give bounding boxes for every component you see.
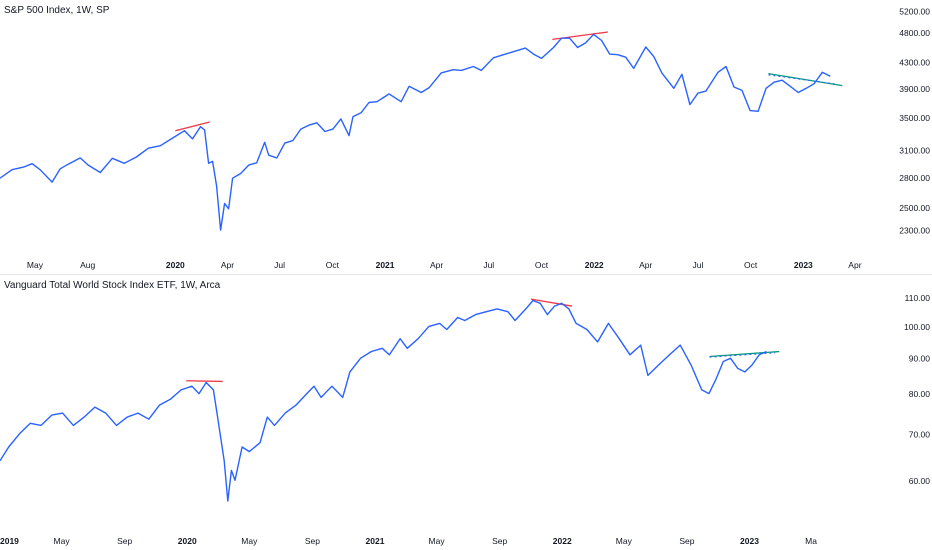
sp500-x-tick-label: Oct [535,260,549,270]
vt-x-tick-label: 2022 [553,536,572,546]
sp500-x-tick-label: Apr [848,260,861,270]
vt-chart-panel: 110.00 100.00 90.00 80.00 70.00 60.00 2019 May S… [0,275,932,550]
vt-x-tick-label: Sep [117,536,132,546]
vt-x-tick-label: May [616,536,633,546]
sp500-x-tick-label: Oct [326,260,340,270]
vt-x-tick-label: Ma [805,536,817,546]
vt-y-tick-label: 70.00 [909,429,931,439]
sp500-x-tick-label: Jul [692,260,703,270]
vt-trendline[interactable] [530,298,573,307]
sp500-trendline[interactable] [175,121,210,132]
sp500-chart-panel: 5200.00 4800.00 4300.00 3900.00 3500.00 3100.… [0,5,930,270]
vt-x-tick-label: Sep [679,536,694,546]
sp500-y-tick-label: 4800.00 [899,28,930,38]
vt-x-tick-label: 2021 [366,536,385,546]
vt-trendline[interactable] [709,352,776,358]
vt-y-tick-label: 80.00 [909,389,931,399]
sp500-y-tick-label: 3500.00 [899,113,930,123]
sp500-x-tick-label: 2022 [585,260,604,270]
sp500-x-tick-label: Oct [744,260,758,270]
sp500-x-tick-label: 2023 [794,260,813,270]
vt-x-tick-label: Sep [492,536,507,546]
vt-trendline[interactable] [709,350,780,358]
sp500-x-tick-label: Jul [483,260,494,270]
sp500-y-tick-label: 2500.00 [899,203,930,213]
vt-x-tick-label: May [429,536,446,546]
sp500-x-tick-label: Apr [639,260,652,270]
vt-x-tick-label: Sep [305,536,320,546]
sp500-y-tick-label: 2300.00 [899,226,930,236]
panel-divider [0,274,932,275]
sp500-x-tick-label: 2021 [376,260,395,270]
vt-chart: 110.00 100.00 90.00 80.00 70.00 60.00 2019 May S… [0,293,931,546]
vt-x-tick-label: May [241,536,258,546]
sp500-x-tick-label: Aug [80,260,95,270]
sp500-y-tick-label: 5200.00 [899,7,930,17]
sp500-price-line [0,33,831,231]
vt-y-tick-label: 100.00 [904,322,930,332]
sp500-trendline[interactable] [768,74,838,85]
vt-trendline[interactable] [186,380,223,383]
sp500-x-tick-label: Apr [221,260,234,270]
sp500-trendline[interactable] [768,72,843,87]
sp500-y-tick-label: 2800.00 [899,173,930,183]
vt-x-tick-label: May [54,536,71,546]
vt-chart-title: Vanguard Total World Stock Index ETF, 1W… [4,280,221,291]
sp500-x-tick-label: May [27,260,44,270]
sp500-x-tick-label: 2020 [166,260,185,270]
sp500-y-tick-label: 4300.00 [899,58,930,68]
vt-y-tick-label: 110.00 [905,293,931,303]
vt-x-tick-label: 2020 [178,536,197,546]
vt-y-tick-label: 60.00 [909,476,931,486]
sp500-y-tick-label: 3900.00 [899,84,930,94]
sp500-y-tick-label: 3100.00 [899,145,930,155]
sp500-chart: 5200.00 4800.00 4300.00 3900.00 3500.00 3100.… [0,7,930,270]
sp500-x-tick-label: Jul [274,260,285,270]
vt-x-tick-label: 2023 [740,536,759,546]
sp500-x-tick-label: Apr [430,260,443,270]
vt-y-tick-label: 90.00 [909,354,931,364]
sp500-chart-title: S&P 500 Index, 1W, SP [4,5,110,16]
vt-x-tick-label: 2019 [0,536,19,546]
vt-price-line [0,299,767,502]
